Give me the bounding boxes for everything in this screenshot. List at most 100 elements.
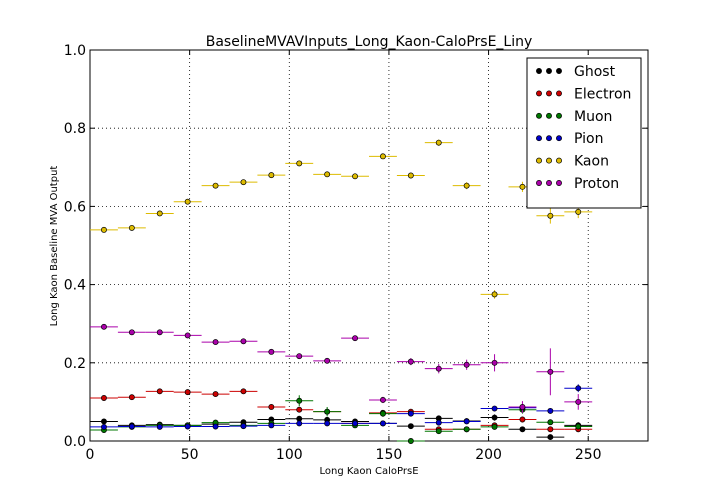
y-tick-label: 0.4 — [64, 278, 86, 294]
legend-marker-muon — [556, 112, 562, 119]
proton-point — [100, 323, 107, 330]
kaon-point — [491, 291, 498, 298]
proton-point — [212, 339, 219, 346]
legend-label-ghost: Ghost — [574, 64, 616, 80]
x-tick-label: 0 — [86, 447, 95, 463]
ghost-point — [407, 423, 414, 430]
muon-point — [491, 423, 498, 430]
proton-point — [435, 365, 442, 372]
axes-frame — [89, 49, 649, 442]
proton-point — [380, 396, 386, 403]
pion-point — [268, 422, 275, 429]
proton-point — [575, 398, 582, 405]
legend-label-proton: Proton — [574, 176, 619, 192]
x-tick-label: 200 — [475, 447, 502, 463]
electron-point — [519, 416, 526, 423]
proton-point — [352, 335, 358, 342]
muon-point — [296, 397, 303, 404]
pion-point — [240, 423, 247, 430]
muon-point — [463, 426, 470, 433]
proton-point — [491, 359, 498, 366]
legend-label-kaon: Kaon — [574, 154, 609, 170]
pion-point — [324, 420, 331, 427]
pion-point — [100, 423, 107, 430]
kaon-point — [240, 179, 247, 186]
y-axis-label: Long Kaon Baseline MVA Output — [49, 166, 60, 327]
legend-marker-proton — [556, 180, 562, 186]
kaon-point — [547, 212, 554, 219]
electron-point — [128, 394, 135, 401]
electron-point — [268, 404, 275, 410]
kaon-point — [380, 153, 386, 160]
legend-label-electron: Electron — [574, 86, 631, 102]
series-kaon — [90, 139, 593, 299]
y-tick-label: 0.2 — [64, 356, 86, 372]
pion-point — [463, 418, 470, 425]
legend-box — [526, 57, 642, 209]
legend-marker-muon — [546, 112, 552, 119]
proton-point — [296, 353, 303, 360]
kaon-point — [407, 172, 414, 179]
muon-point — [380, 410, 386, 417]
ghost-point — [519, 426, 526, 433]
x-tick-label: 50 — [181, 447, 199, 463]
proton-point — [463, 361, 470, 368]
pion-point — [128, 423, 135, 430]
legend-marker-ghost — [536, 68, 542, 74]
pion-point — [352, 420, 358, 427]
kaon-point — [352, 173, 358, 180]
legend-marker-electron — [556, 90, 562, 97]
legend-label-pion: Pion — [574, 131, 603, 147]
x-tick-label: 100 — [276, 447, 303, 463]
legend-marker-proton — [536, 180, 542, 186]
pion-point — [296, 420, 303, 427]
plot-area: 0 50 100 150 200 250 0.0 0.2 0.4 0.6 0.8 1.0 — [64, 43, 649, 463]
proton-point — [324, 357, 331, 364]
legend-marker-pion — [536, 135, 542, 142]
legend-marker-ghost — [556, 68, 562, 74]
pion-point — [435, 419, 442, 426]
y-tick-label: 0.6 — [64, 199, 86, 215]
pion-point — [184, 423, 191, 430]
muon-point — [575, 423, 582, 430]
kaon-point — [463, 182, 470, 189]
proton-point — [268, 348, 275, 355]
series-proton — [90, 323, 593, 413]
proton-point — [240, 338, 247, 345]
kaon-point — [100, 226, 107, 233]
kaon-point — [435, 139, 442, 146]
electron-point — [184, 389, 191, 396]
x-axis-label: Long Kaon CaloPrsE — [319, 466, 418, 477]
kaon-point — [296, 160, 303, 167]
proton-point — [128, 329, 135, 336]
ghost-point — [547, 434, 554, 441]
kaon-point — [156, 210, 163, 217]
proton-point — [519, 404, 526, 410]
kaon-point — [268, 172, 275, 179]
legend-marker-kaon — [536, 157, 542, 164]
kaon-point — [212, 182, 219, 189]
electron-point — [296, 406, 303, 413]
kaon-point — [184, 198, 191, 205]
muon-point — [324, 408, 331, 415]
y-tick-label: 0.8 — [64, 121, 86, 137]
pion-point — [380, 420, 386, 427]
kaon-point — [575, 208, 582, 215]
pion-point — [407, 410, 414, 417]
pion-point — [575, 385, 582, 392]
muon-point — [547, 419, 554, 426]
legend: Ghost Electron Muon Pion Kaon Proton — [526, 57, 642, 209]
legend-marker-kaon — [556, 157, 562, 164]
electron-point — [100, 395, 107, 401]
legend-marker-ghost — [546, 68, 552, 74]
legend-marker-proton — [546, 180, 552, 186]
ghost-point — [491, 414, 498, 421]
kaon-point — [324, 171, 331, 178]
legend-marker-pion — [546, 135, 552, 142]
proton-point — [407, 358, 414, 365]
legend-marker-electron — [536, 90, 542, 97]
pion-point — [156, 423, 163, 430]
kaon-point — [128, 224, 135, 231]
legend-label-muon: Muon — [574, 109, 612, 125]
